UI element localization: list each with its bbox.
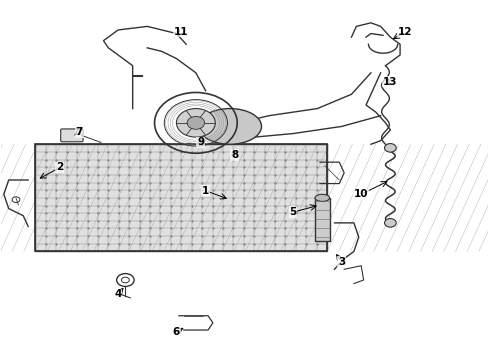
Circle shape [187,116,204,129]
Text: 9: 9 [197,138,204,148]
Text: 4: 4 [114,289,122,299]
Text: 6: 6 [172,327,180,337]
Text: 12: 12 [397,27,411,37]
Ellipse shape [198,109,261,144]
Text: 2: 2 [56,162,63,172]
Bar [35,144,326,251]
Text: 1: 1 [202,186,209,196]
Text: 5: 5 [289,207,296,217]
Ellipse shape [314,194,329,202]
Text: 13: 13 [382,77,397,87]
Text: 8: 8 [231,150,238,160]
Bar [314,198,329,241]
Bar [35,144,326,251]
Circle shape [384,144,395,152]
Circle shape [384,219,395,227]
Text: 11: 11 [174,27,188,37]
Text: 7: 7 [75,127,82,137]
Text: 10: 10 [353,189,367,199]
Circle shape [176,109,215,137]
Text: 3: 3 [337,257,345,267]
FancyBboxPatch shape [61,129,83,142]
